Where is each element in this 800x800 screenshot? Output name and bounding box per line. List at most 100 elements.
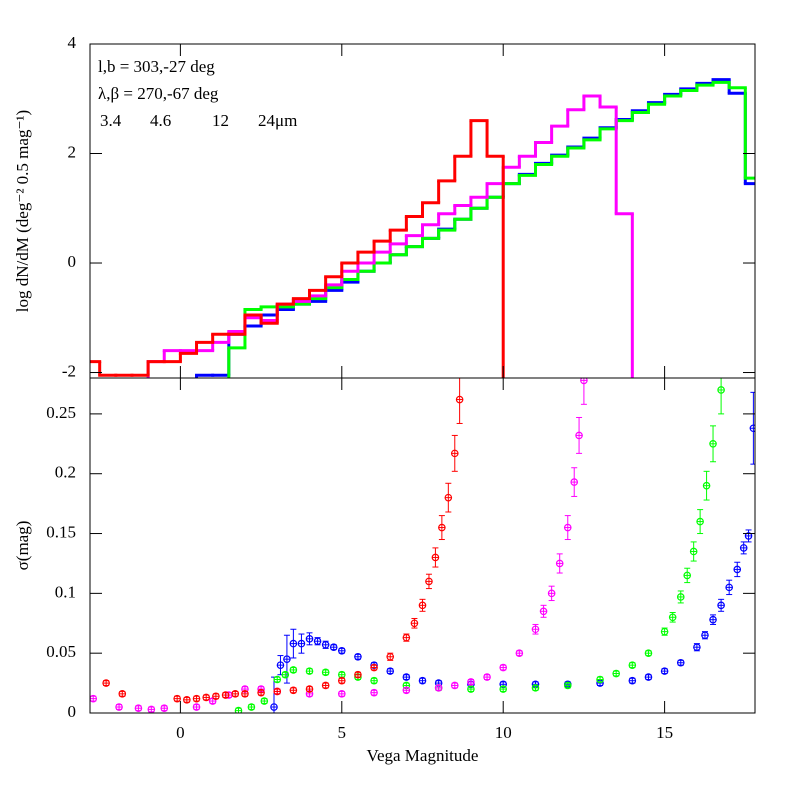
point (547, 589, 556, 598)
x-tick-label: 0 (176, 723, 185, 742)
x-tick-label: 5 (338, 723, 347, 742)
point (283, 655, 291, 663)
point (725, 583, 733, 592)
legend-entry: 3.4 (100, 111, 122, 130)
point (257, 688, 265, 697)
point (434, 684, 443, 692)
point (276, 661, 285, 669)
point (444, 493, 453, 502)
point (450, 681, 459, 690)
y-tick-label: 0 (68, 702, 77, 721)
point (386, 667, 395, 675)
point (612, 669, 620, 678)
point (321, 681, 330, 690)
point (683, 571, 692, 580)
x-tick-label: 10 (495, 723, 512, 742)
y-tick-label: -2 (62, 361, 76, 380)
point (410, 619, 419, 628)
point (418, 601, 427, 610)
point (676, 593, 685, 601)
point (321, 668, 330, 677)
point (693, 643, 701, 651)
point (531, 684, 540, 692)
point (570, 478, 579, 486)
point (370, 688, 378, 697)
point (134, 704, 143, 713)
frame (89, 377, 756, 714)
point (160, 704, 169, 713)
y-tick-label: 0.25 (46, 403, 76, 422)
point (596, 675, 604, 684)
point (515, 649, 524, 657)
point (709, 615, 717, 624)
point (289, 639, 298, 648)
point (749, 424, 755, 433)
point (270, 703, 278, 711)
point (386, 652, 395, 661)
point (531, 625, 540, 634)
point (402, 673, 411, 681)
point (628, 661, 637, 669)
point (241, 690, 249, 698)
point (297, 639, 306, 648)
point (231, 690, 240, 698)
x-axis-label: Vega Magnitude (367, 746, 479, 765)
point (212, 692, 220, 701)
point (305, 685, 314, 693)
point (402, 633, 411, 642)
point (580, 378, 588, 385)
point (717, 386, 725, 394)
point (689, 547, 698, 556)
point (321, 641, 330, 649)
point (402, 686, 411, 695)
point (676, 658, 685, 667)
point (273, 675, 282, 684)
legend-entry: 12 (212, 111, 229, 130)
point (539, 607, 548, 616)
y-axis-label: σ(mag) (13, 521, 32, 571)
point (115, 703, 123, 711)
legend-entry: 24μm (258, 111, 297, 130)
point (467, 685, 475, 693)
point (202, 693, 211, 702)
point (118, 690, 127, 698)
point (354, 652, 362, 661)
point (425, 577, 433, 586)
point (709, 440, 717, 448)
point (499, 685, 508, 693)
point (337, 690, 346, 698)
x-tick-label: 15 (656, 723, 673, 742)
point (273, 687, 282, 696)
point (644, 673, 653, 681)
point (563, 523, 572, 532)
point (289, 686, 298, 695)
point (260, 697, 269, 705)
annotation: λ,β = 270,-67 deg (98, 84, 219, 103)
point (717, 601, 725, 610)
y-axis-label: log dN/dM (deg⁻² 0.5 mag⁻¹) (13, 110, 32, 312)
point (555, 559, 564, 568)
point (192, 703, 201, 711)
point (102, 679, 110, 687)
point (192, 694, 201, 703)
point (467, 678, 475, 686)
point (660, 667, 669, 675)
point (628, 676, 637, 685)
point (696, 517, 704, 526)
point (337, 676, 346, 685)
y-tick-label: 0.1 (55, 582, 76, 601)
point (173, 694, 181, 703)
y-tick-label: 0.2 (55, 463, 76, 482)
point (329, 643, 338, 651)
plot-area (90, 78, 755, 378)
point (183, 696, 191, 704)
point (483, 673, 491, 681)
point (744, 532, 753, 540)
point (660, 627, 669, 636)
point (733, 565, 742, 574)
point (418, 676, 427, 685)
point (370, 676, 378, 685)
